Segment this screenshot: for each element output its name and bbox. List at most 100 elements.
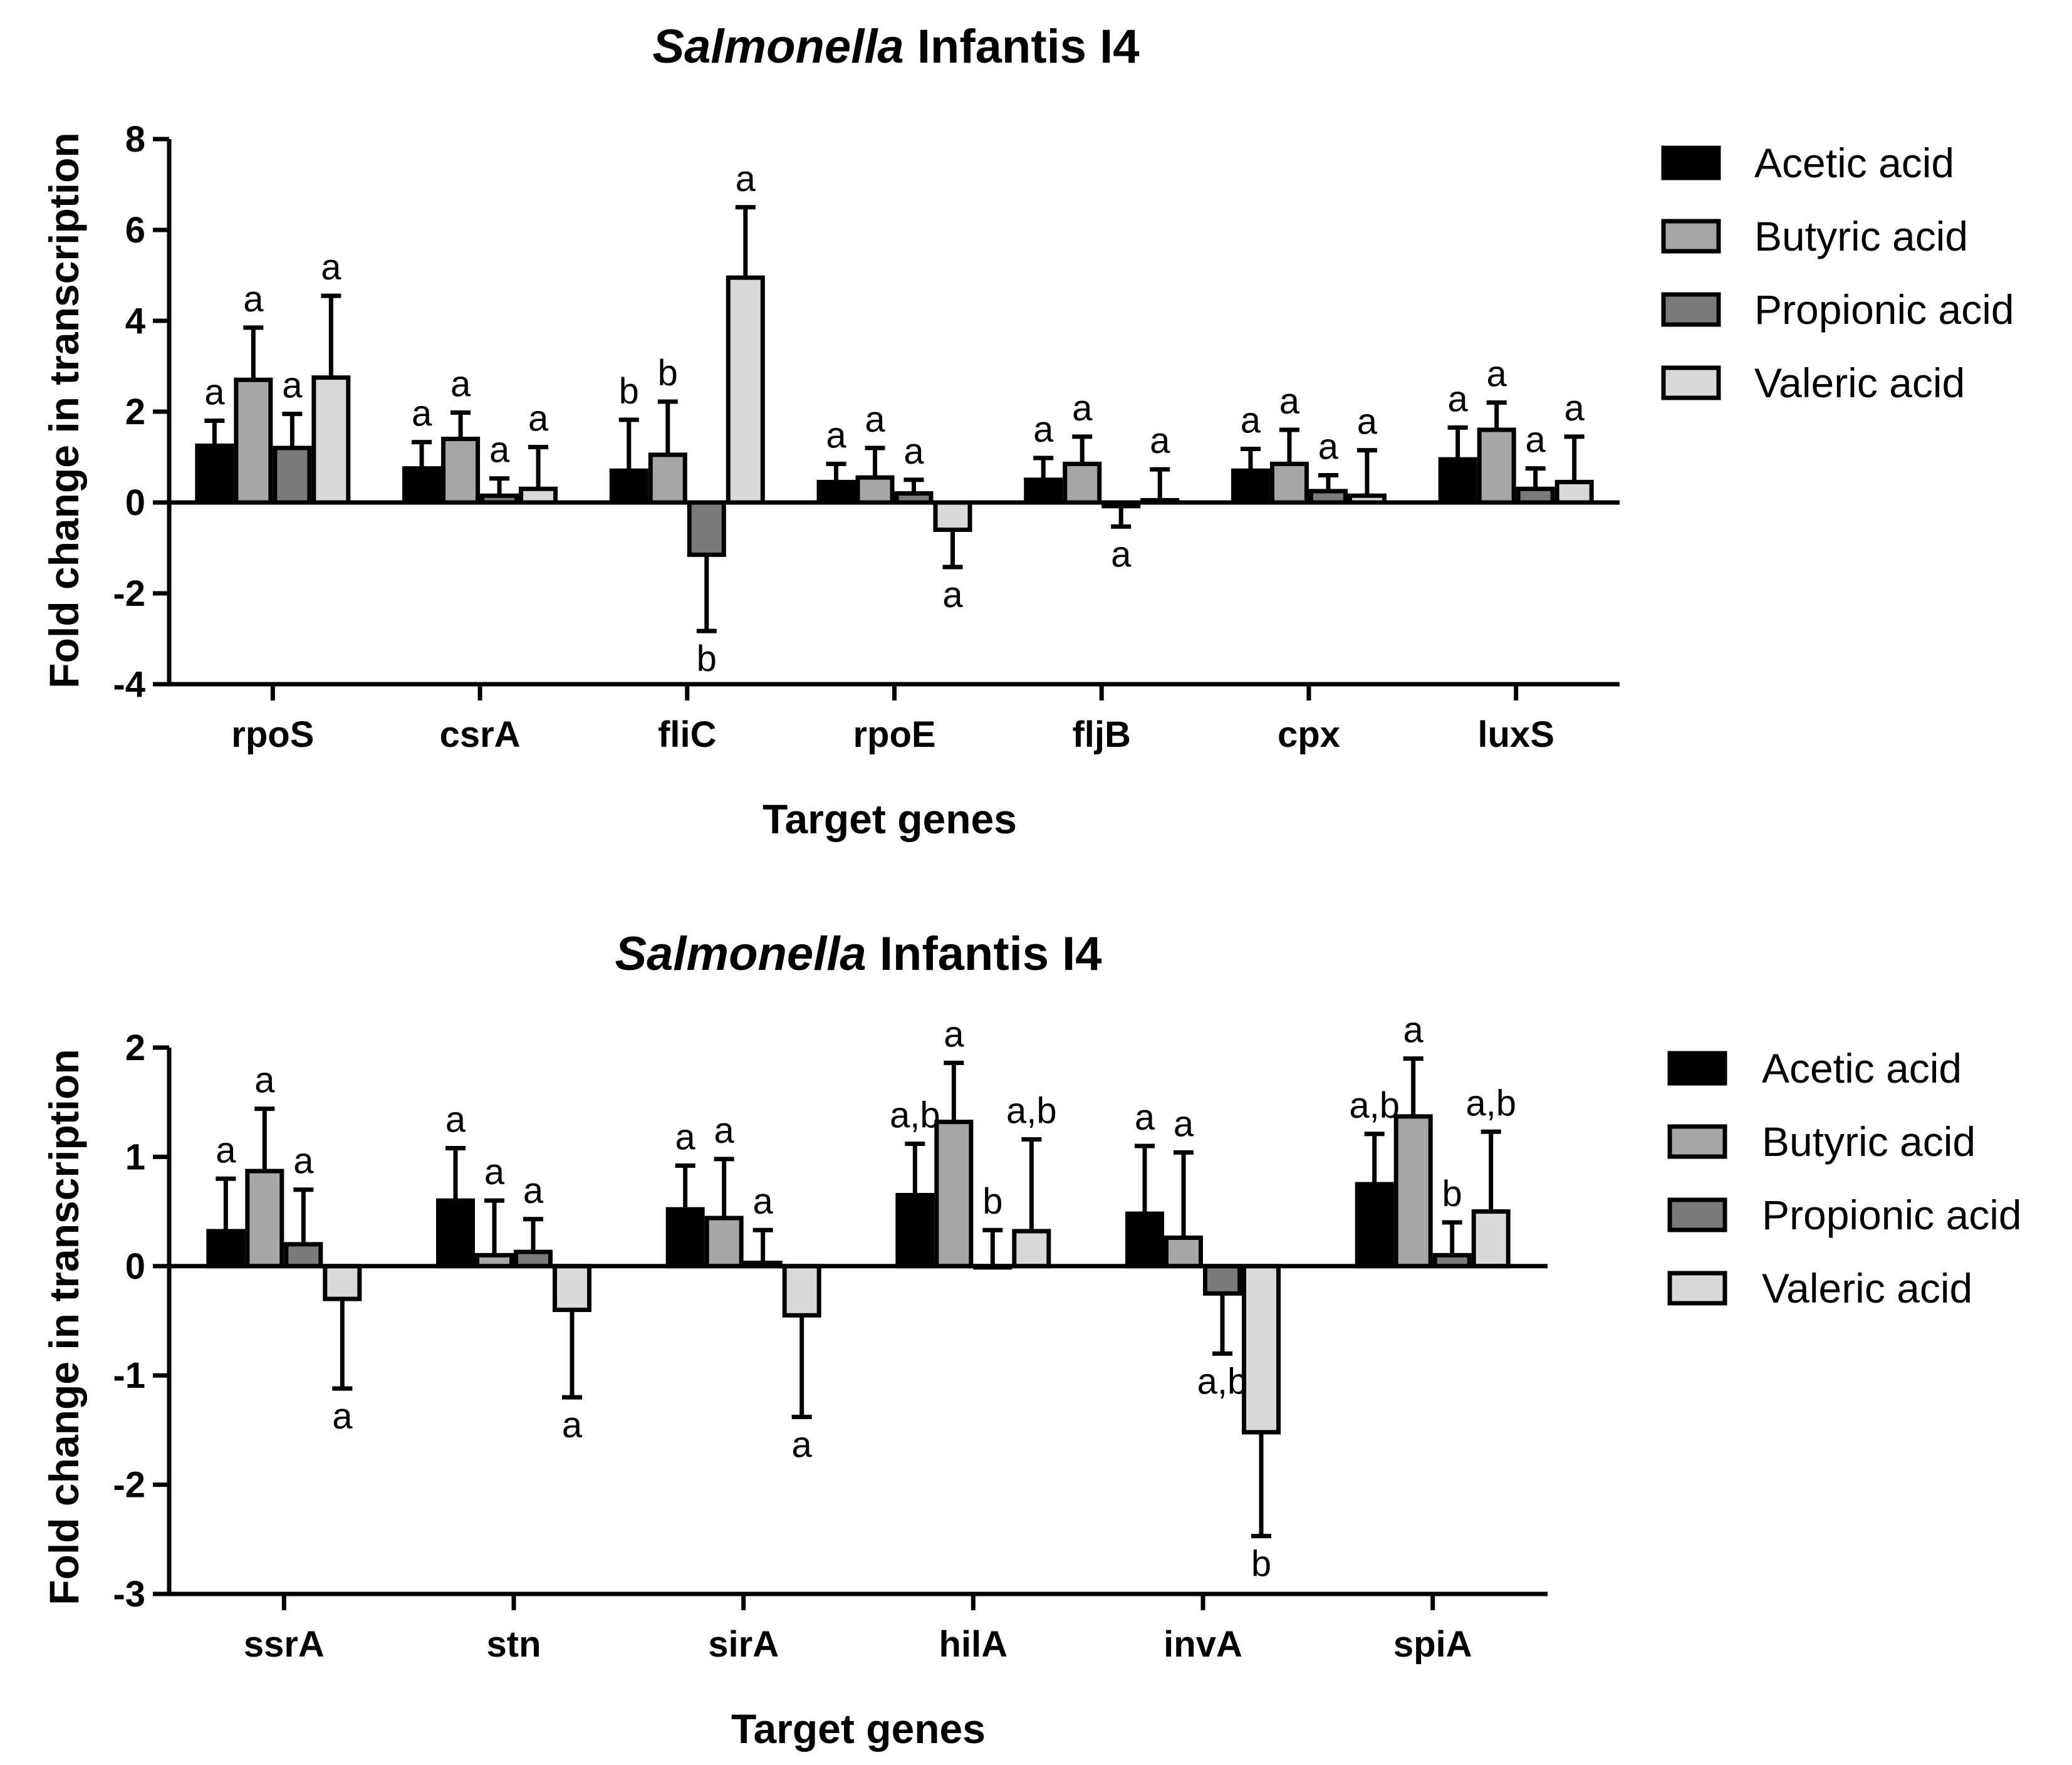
- bar: [1471, 1209, 1511, 1269]
- significance-label: a: [792, 1424, 813, 1465]
- y-tick-label: 0: [125, 482, 145, 523]
- bar: [273, 445, 312, 505]
- bar: [245, 1169, 284, 1269]
- y-tick-label: -2: [113, 1465, 145, 1506]
- chart-1-y-axis-label: Fold change in transcription: [41, 132, 87, 688]
- chart-2-y-axis-label: Fold change in transcription: [41, 1049, 87, 1605]
- significance-label: b: [982, 1181, 1002, 1222]
- significance-label: a: [714, 1110, 735, 1151]
- significance-label: a: [1357, 402, 1378, 442]
- legend-label: Propionic acid: [1762, 1192, 2022, 1238]
- significance-label: a: [826, 415, 846, 456]
- significance-label: a,b: [1006, 1090, 1057, 1131]
- legend-label: Butyric acid: [1762, 1118, 1976, 1165]
- y-tick-label: 6: [125, 210, 145, 251]
- bar: [648, 452, 687, 505]
- significance-label: a: [1487, 354, 1507, 395]
- significance-label: a: [675, 1117, 696, 1157]
- significance-label: b: [619, 371, 639, 412]
- legend-label: Acetic acid: [1762, 1045, 1962, 1091]
- category-label: luxS: [1477, 714, 1554, 755]
- significance-label: a: [484, 1152, 505, 1192]
- bar: [234, 377, 273, 505]
- chart-2: Salmonella Infantis I4 Fold change in tr…: [41, 927, 2022, 1752]
- y-tick-label: 0: [125, 1246, 145, 1287]
- significance-label: a: [562, 1405, 583, 1445]
- legend-swatch: [1667, 1271, 1727, 1306]
- bar: [1125, 1211, 1164, 1269]
- chart-1-x-axis-label: Target genes: [763, 796, 1017, 842]
- significance-label: a,b: [1197, 1361, 1248, 1402]
- bar: [1477, 427, 1516, 505]
- bar: [855, 475, 895, 505]
- significance-label: a,b: [1349, 1085, 1400, 1126]
- significance-label: a: [865, 399, 885, 440]
- significance-label: a: [1072, 388, 1093, 429]
- bar: [1231, 468, 1270, 505]
- chart-1: Salmonella Infantis I4 Fold change in tr…: [41, 20, 2014, 842]
- chart-1-y-ticks: -4 -2 0 2 4 6 8: [113, 119, 169, 705]
- legend-label: Valeric acid: [1754, 360, 1965, 406]
- chart-2-title: Salmonella Infantis I4: [615, 927, 1101, 981]
- significance-label: a: [528, 398, 549, 439]
- bar: [1554, 479, 1594, 505]
- significance-label: a: [293, 1141, 314, 1182]
- significance-label: a: [1279, 381, 1300, 422]
- y-tick-label: 4: [125, 301, 145, 341]
- chart-1-title: Salmonella Infantis I4: [652, 20, 1139, 73]
- significance-label: a,b: [890, 1095, 940, 1135]
- bar: [816, 479, 856, 505]
- bar: [1355, 1182, 1394, 1269]
- chart-1-legend: Acetic acid Butyric acid Propionic acid Val…: [1661, 140, 2014, 406]
- bar: [441, 437, 481, 505]
- bar: [1393, 1114, 1433, 1269]
- legend-label: Valeric acid: [1762, 1265, 1972, 1311]
- legend-label: Butyric acid: [1754, 213, 1968, 259]
- y-tick-label: -1: [113, 1355, 145, 1396]
- bar: [933, 500, 972, 532]
- significance-label: a: [450, 363, 471, 404]
- y-tick-label: 8: [125, 119, 145, 160]
- category-label: rpoS: [231, 714, 314, 755]
- category-label: sirA: [708, 1624, 779, 1665]
- bar: [553, 1264, 591, 1313]
- chart-2-title-rest: Infantis I4: [867, 927, 1102, 981]
- bar: [436, 1198, 475, 1269]
- chart-1-axes: [167, 139, 1620, 687]
- chart-1-categories: rpoS csrA fliC rpoE fljB cpx luxS: [231, 684, 1554, 755]
- bar: [782, 1264, 821, 1318]
- legend-swatch: [1661, 365, 1721, 400]
- bar: [1012, 1229, 1051, 1269]
- legend-swatch: [1661, 292, 1721, 327]
- significance-label: a: [944, 1014, 964, 1054]
- bar: [895, 1192, 935, 1269]
- y-tick-label: -3: [113, 1574, 145, 1615]
- bar: [206, 1229, 246, 1269]
- significance-label: a: [942, 575, 963, 615]
- category-label: hilA: [939, 1624, 1008, 1665]
- significance-label: b: [1251, 1544, 1271, 1585]
- category-label: spiA: [1393, 1624, 1472, 1665]
- significance-label: a: [1174, 1103, 1194, 1144]
- chart-2-y-ticks: -3 -2 -1 0 1 2: [113, 1028, 169, 1615]
- legend-swatch: [1661, 145, 1721, 180]
- bar: [934, 1120, 974, 1269]
- significance-label: a: [753, 1181, 774, 1222]
- legend-swatch: [1661, 219, 1721, 254]
- significance-label: a: [321, 247, 341, 288]
- chart-2-categories: ssrA stn sirA hilA invA spiA: [244, 1594, 1472, 1665]
- significance-label: a: [1564, 388, 1585, 429]
- significance-label: a: [1526, 420, 1546, 461]
- legend-swatch: [1667, 1124, 1727, 1159]
- y-tick-label: 2: [125, 1028, 145, 1068]
- significance-label: a: [1448, 378, 1469, 419]
- category-label: cpx: [1278, 714, 1340, 755]
- bar: [195, 443, 234, 505]
- category-label: ssrA: [244, 1624, 325, 1665]
- significance-label: a: [412, 393, 432, 434]
- significance-label: a: [204, 372, 225, 413]
- category-label: fljB: [1072, 714, 1130, 755]
- bar: [311, 375, 351, 505]
- bar: [1063, 461, 1102, 505]
